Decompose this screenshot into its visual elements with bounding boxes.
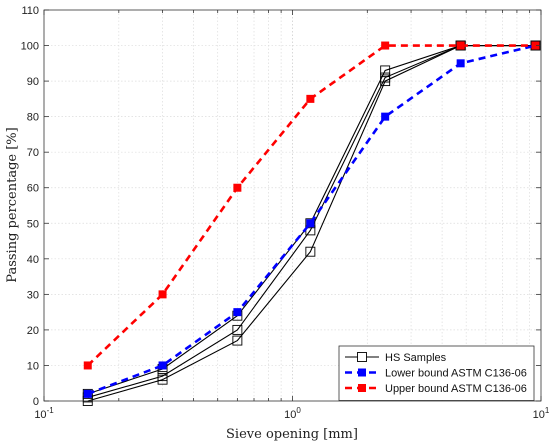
data-point: [82, 388, 93, 399]
legend-label: Lower bound ASTM C136-06: [385, 368, 527, 380]
x-tick-label: 100: [284, 406, 301, 421]
x-tick-base: 10: [284, 409, 296, 421]
x-tick-base: 10: [34, 409, 46, 421]
legend: HS Samples Lower bound ASTM C136-06 Upper …: [338, 345, 535, 401]
y-tick-label: 110: [21, 5, 39, 17]
legend-item: Lower bound ASTM C136-06: [345, 368, 527, 380]
y-axis-label: Passing percentage [%]: [5, 127, 20, 282]
data-point: [157, 371, 168, 382]
data-point: [305, 246, 316, 257]
y-tick-label: 60: [27, 183, 39, 195]
data-point: [83, 361, 92, 370]
y-tick-label: 90: [27, 76, 39, 88]
x-tick-label: 10-1: [34, 406, 54, 421]
legend-marker: [357, 352, 367, 362]
y-tick-label: 20: [27, 325, 39, 337]
data-point: [456, 41, 465, 50]
grid: [44, 10, 541, 401]
data-point: [380, 65, 391, 76]
legend-marker: [358, 384, 366, 392]
y-tick-label: 50: [27, 218, 39, 230]
legend-label: Upper bound ASTM C136-06: [385, 383, 527, 395]
y-tick-label: 100: [21, 41, 39, 53]
y-tick-label: 0: [33, 396, 39, 408]
y-tick-label: 70: [27, 147, 39, 159]
x-tick-label: 101: [533, 406, 550, 421]
data-point: [232, 324, 243, 335]
series-4: [83, 41, 540, 370]
data-point: [233, 308, 242, 317]
y-tick-label: 10: [27, 360, 39, 372]
x-tick-exponent: 1: [545, 406, 550, 415]
data-point: [380, 72, 391, 83]
legend-item: HS Samples: [345, 352, 447, 364]
data-point: [233, 183, 242, 192]
data-point: [305, 218, 316, 229]
data-point: [381, 112, 390, 121]
legend-item: Upper bound ASTM C136-06: [345, 383, 527, 395]
x-axis-label: Sieve opening [mm]: [226, 427, 358, 442]
y-tick-label: 80: [27, 112, 39, 124]
y-tick-label: 30: [27, 289, 39, 301]
legend-label: HS Samples: [385, 352, 447, 364]
data-point: [456, 59, 465, 68]
data-point: [531, 41, 540, 50]
x-tick-exponent: 0: [296, 406, 301, 415]
plot-area: [44, 10, 541, 401]
data-point: [306, 219, 315, 228]
data-point: [83, 389, 92, 398]
x-tick-exponent: -1: [47, 406, 55, 415]
legend-marker: [358, 368, 366, 377]
data-point: [381, 41, 390, 50]
y-tick-label: 40: [27, 254, 39, 266]
data-point: [158, 361, 167, 370]
data-point: [232, 335, 243, 346]
series-layer: [82, 40, 541, 406]
data-point: [158, 290, 167, 299]
x-tick-base: 10: [533, 409, 545, 421]
data-point: [306, 94, 315, 103]
